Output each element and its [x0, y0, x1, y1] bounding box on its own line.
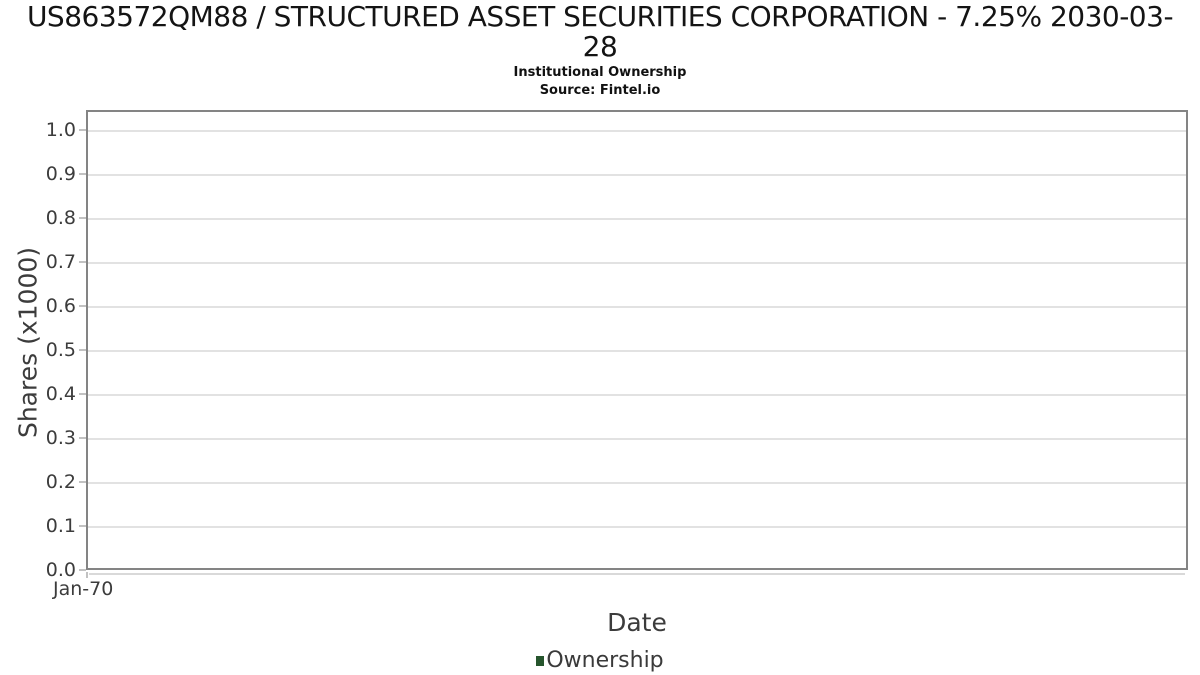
legend-item-label: Ownership: [546, 648, 664, 673]
chart-source-label: Source: Fintel.io: [539, 83, 661, 98]
x-tick-label: Jan-70: [53, 578, 114, 600]
legend-item-ownership[interactable]: Ownership: [536, 648, 664, 673]
y-tick-mark: [79, 261, 86, 263]
gridline: [88, 306, 1186, 308]
gridline: [88, 438, 1186, 440]
chart-title-line2: 28: [582, 30, 618, 63]
zero-baseline-line: [89, 573, 1185, 575]
gridline: [88, 218, 1186, 220]
gridline: [88, 130, 1186, 132]
y-tick-mark: [79, 393, 86, 395]
legend-square-marker-icon: [536, 655, 545, 666]
x-axis-label: Date: [607, 608, 667, 637]
chart-title: US863572QM88 / STRUCTURED ASSET SECURITI…: [0, 2, 1200, 62]
y-tick-mark: [79, 173, 86, 175]
gridline: [88, 482, 1186, 484]
y-tick-label: 0.1: [45, 514, 76, 537]
y-tick-label: 0.5: [45, 338, 76, 361]
y-tick-mark: [79, 525, 86, 527]
gridline: [88, 262, 1186, 264]
y-tick-label: 0.8: [45, 206, 76, 229]
gridline: [88, 174, 1186, 176]
y-tick-label: 0.4: [45, 382, 76, 405]
y-tick-label: 0.9: [45, 162, 76, 185]
y-tick-mark: [79, 217, 86, 219]
y-tick-label: 0.6: [45, 294, 76, 317]
y-tick-label: 0.2: [45, 470, 76, 493]
y-tick-mark: [79, 349, 86, 351]
plot-area: [86, 110, 1188, 570]
gridline: [88, 394, 1186, 396]
y-tick-mark: [79, 129, 86, 131]
y-tick-mark: [79, 481, 86, 483]
y-tick-label: 0.0: [45, 558, 76, 581]
y-tick-label: 0.7: [45, 250, 76, 273]
chart-title-line1: US863572QM88 / STRUCTURED ASSET SECURITI…: [26, 0, 1174, 33]
y-tick-label: 0.3: [45, 426, 76, 449]
gridline: [88, 526, 1186, 528]
legend: Ownership: [0, 648, 1200, 673]
y-tick-mark: [79, 437, 86, 439]
y-tick-mark: [79, 569, 86, 571]
y-axis-label: Shares (x1000): [13, 246, 43, 439]
y-tick-mark: [79, 305, 86, 307]
y-tick-label: 1.0: [45, 118, 76, 141]
gridline: [88, 350, 1186, 352]
x-tick-mark: [86, 572, 88, 578]
chart-subtitle: Institutional Ownership: [513, 65, 687, 80]
